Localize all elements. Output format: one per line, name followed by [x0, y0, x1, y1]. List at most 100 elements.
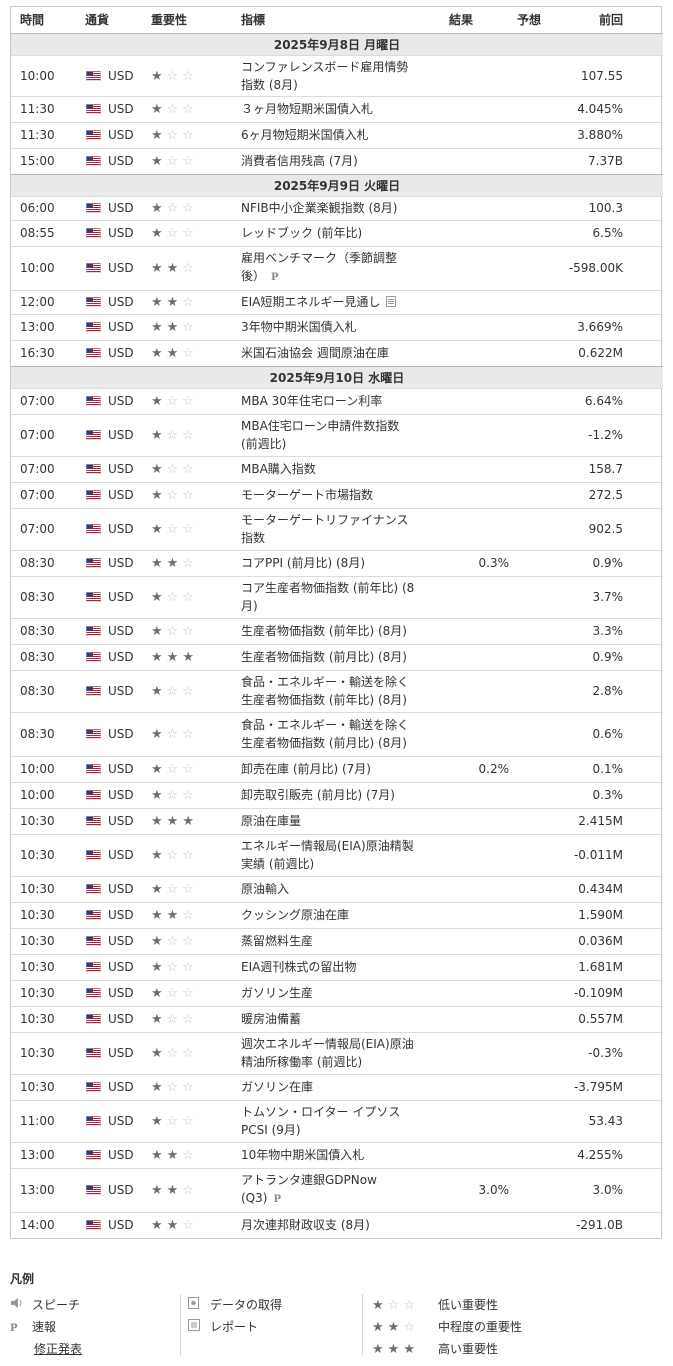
event-indicator[interactable]: 生産者物価指数 (前月比) (8月)	[241, 650, 407, 664]
event-previous: 0.1%	[543, 755, 663, 782]
event-currency: USD	[108, 320, 134, 334]
event-row[interactable]: 07:00 USD ★ ☆ ☆ MBA購入指数 158.7	[11, 455, 663, 482]
event-indicator[interactable]: 米国石油協会 週間原油在庫	[241, 346, 389, 360]
event-row[interactable]: 10:30 USD ★ ☆ ☆ 原油輸入 0.434M	[11, 875, 663, 902]
event-row[interactable]: 14:00 USD ★ ★ ☆ 月次連邦財政収支 (8月) -291.0B	[11, 1211, 663, 1238]
event-row[interactable]: 16:30 USD ★ ★ ☆ 米国石油協会 週間原油在庫 0.622M	[11, 339, 663, 366]
event-row[interactable]: 08:30 USD ★ ★ ★ 生産者物価指数 (前月比) (8月) 0.9%	[11, 643, 663, 670]
event-row[interactable]: 13:00 USD ★ ★ ☆ 3年物中期米国債入札 3.669%	[11, 313, 663, 340]
header-actual[interactable]: 結果	[421, 7, 517, 34]
event-row[interactable]: 10:30 USD ★ ★ ★ 原油在庫量 2.415M	[11, 807, 663, 834]
event-row[interactable]: 11:00 USD ★ ☆ ☆ トムソン・ロイター イプソスPCSI (9月) 53.43	[11, 1099, 663, 1142]
event-indicator[interactable]: 暖房油備蓄	[241, 1012, 302, 1026]
event-currency: USD	[108, 128, 134, 142]
event-indicator[interactable]: モーターゲート市場指数	[241, 488, 374, 502]
event-row[interactable]: 10:30 USD ★ ★ ☆ クッシング原油在庫 1.590M	[11, 901, 663, 928]
event-indicator[interactable]: 消費者信用残高 (7月)	[241, 154, 358, 168]
event-row[interactable]: 10:30 USD ★ ☆ ☆ ガソリン生産 -0.109M	[11, 979, 663, 1006]
event-indicator[interactable]: 週次エネルギー情報局(EIA)原油精油所稼働率 (前週比)	[241, 1037, 414, 1069]
event-row[interactable]: 10:30 USD ★ ☆ ☆ EIA週刊株式の留出物 1.681M	[11, 953, 663, 980]
event-time: 10:30	[11, 1073, 85, 1100]
event-row[interactable]: 10:30 USD ★ ☆ ☆ 暖房油備蓄 0.557M	[11, 1005, 663, 1032]
event-indicator[interactable]: コンファレンスボード雇用情勢指数 (8月)	[241, 59, 409, 92]
star-empty-icon: ☆	[182, 1148, 194, 1163]
header-forecast[interactable]: 予想	[517, 7, 543, 34]
event-indicator[interactable]: 卸売取引販売 (前月比) (7月)	[241, 788, 395, 802]
event-row[interactable]: 10:30 USD ★ ☆ ☆ 週次エネルギー情報局(EIA)原油精油所稼働率 (前週比)…	[11, 1031, 663, 1074]
event-indicator[interactable]: ガソリン在庫	[241, 1080, 314, 1094]
event-indicator[interactable]: エネルギー情報局(EIA)原油精製実績 (前週比)	[241, 839, 414, 871]
event-row[interactable]: 10:30 USD ★ ☆ ☆ ガソリン在庫 -3.795M	[11, 1073, 663, 1100]
event-indicator-cell: トムソン・ロイター イプソスPCSI (9月)	[241, 1099, 421, 1142]
event-row[interactable]: 08:30 USD ★ ★ ☆ コアPPI (前月比) (8月) 0.3% 0.9%	[11, 549, 663, 576]
event-row[interactable]: 08:30 USD ★ ☆ ☆ コア生産者物価指数 (前年比) (8月) 3.7%	[11, 575, 663, 618]
event-row[interactable]: 11:30 USD ★ ☆ ☆ 6ヶ月物短期米国債入札 3.880%	[11, 121, 663, 148]
event-indicator[interactable]: ガソリン生産	[241, 986, 314, 1000]
event-indicator[interactable]: EIA短期エネルギー見通し	[241, 295, 381, 309]
event-row[interactable]: 10:30 USD ★ ☆ ☆ エネルギー情報局(EIA)原油精製実績 (前週比) -0.0…	[11, 833, 663, 876]
event-previous: 2.415M	[543, 807, 663, 834]
star-filled-icon: ★	[151, 68, 163, 84]
event-time: 10:30	[11, 953, 85, 980]
event-indicator[interactable]: MBA住宅ローン申請件数指数 (前週比)	[241, 419, 400, 451]
event-row[interactable]: 10:30 USD ★ ☆ ☆ 蒸留燃料生産 0.036M	[11, 927, 663, 954]
event-row[interactable]: 13:00 USD ★ ★ ☆ 10年物中期米国債入札 4.255%	[11, 1141, 663, 1168]
event-indicator[interactable]: 6ヶ月物短期米国債入札	[241, 128, 369, 142]
event-indicator[interactable]: アトランタ連銀GDPNow (Q3)	[241, 1173, 377, 1205]
event-indicator[interactable]: MBA 30年住宅ローン利率	[241, 394, 383, 408]
event-indicator[interactable]: 原油在庫量	[241, 814, 302, 828]
header-previous[interactable]: 前回	[543, 7, 663, 34]
event-row[interactable]: 07:00 USD ★ ☆ ☆ モーターゲートリファイナンス指数 902.5	[11, 507, 663, 550]
event-indicator-cell: 3年物中期米国債入札	[241, 313, 421, 340]
event-indicator[interactable]: 蒸留燃料生産	[241, 934, 314, 948]
header-indicator[interactable]: 指標	[241, 7, 421, 34]
event-actual	[517, 711, 543, 756]
event-indicator[interactable]: クッシング原油在庫	[241, 908, 350, 922]
event-row[interactable]: 15:00 USD ★ ☆ ☆ 消費者信用残高 (7月) 7.37B	[11, 147, 663, 174]
event-indicator[interactable]: 月次連邦財政収支 (8月)	[241, 1218, 370, 1233]
event-indicator[interactable]: トムソン・ロイター イプソスPCSI (9月)	[241, 1105, 401, 1137]
event-row[interactable]: 10:00 USD ★ ★ ☆ 雇用ベンチマーク（季節調整後） P -598.00K	[11, 245, 663, 290]
event-row[interactable]: 12:00 USD ★ ★ ☆ EIA短期エネルギー見通し	[11, 289, 663, 314]
event-indicator[interactable]: 食品・エネルギー・輸送を除く生産者物価指数 (前月比) (8月)	[241, 718, 410, 750]
event-indicator[interactable]: 3年物中期米国債入札	[241, 320, 357, 334]
star-empty-icon: ☆	[182, 882, 194, 897]
event-row[interactable]: 11:30 USD ★ ☆ ☆ ３ヶ月物短期米国債入札 4.045%	[11, 95, 663, 122]
low-importance-stars-icon: ★ ☆ ☆	[372, 1298, 415, 1313]
event-indicator[interactable]: 原油輸入	[241, 882, 290, 896]
event-indicator[interactable]: モーターゲートリファイナンス指数	[241, 513, 409, 545]
event-indicator[interactable]: 卸売在庫 (前月比) (7月)	[241, 762, 371, 776]
event-row[interactable]: 07:00 USD ★ ☆ ☆ MBA住宅ローン申請件数指数 (前週比) -1.2%	[11, 413, 663, 456]
event-forecast	[421, 339, 517, 366]
event-row[interactable]: 10:00 USD ★ ☆ ☆ 卸売在庫 (前月比) (7月) 0.2% 0.1%	[11, 755, 663, 782]
star-filled-icon: ★	[151, 1148, 163, 1163]
event-indicator[interactable]: 食品・エネルギー・輸送を除く生産者物価指数 (前年比) (8月)	[241, 675, 410, 707]
header-importance[interactable]: 重要性	[151, 7, 241, 34]
event-row[interactable]: 06:00 USD ★ ☆ ☆ NFIB中小企業楽観指数 (8月) 100.3	[11, 195, 663, 220]
event-indicator[interactable]: 10年物中期米国債入札	[241, 1148, 365, 1162]
event-indicator[interactable]: MBA購入指数	[241, 462, 316, 476]
event-row[interactable]: 07:00 USD ★ ☆ ☆ モーターゲート市場指数 272.5	[11, 481, 663, 508]
event-row[interactable]: 08:30 USD ★ ☆ ☆ 食品・エネルギー・輸送を除く生産者物価指数 (前月比) (…	[11, 711, 663, 756]
event-row[interactable]: 08:30 USD ★ ☆ ☆ 生産者物価指数 (前年比) (8月) 3.3%	[11, 617, 663, 644]
event-indicator[interactable]: 雇用ベンチマーク（季節調整後）	[241, 251, 398, 283]
header-time[interactable]: 時間	[11, 7, 85, 34]
event-indicator[interactable]: 生産者物価指数 (前年比) (8月)	[241, 624, 407, 638]
event-indicator[interactable]: NFIB中小企業楽観指数 (8月)	[241, 201, 398, 215]
event-row[interactable]: 13:00 USD ★ ★ ☆ アトランタ連銀GDPNow (Q3) P 3.0% 3.0%	[11, 1167, 663, 1212]
event-indicator[interactable]: コアPPI (前月比) (8月)	[241, 556, 366, 570]
event-indicator-cell: 生産者物価指数 (前年比) (8月)	[241, 617, 421, 644]
preliminary-icon: P	[273, 1194, 281, 1205]
event-row[interactable]: 07:00 USD ★ ☆ ☆ MBA 30年住宅ローン利率 6.64%	[11, 387, 663, 414]
event-indicator[interactable]: ３ヶ月物短期米国債入札	[241, 102, 374, 116]
event-row[interactable]: 10:00 USD ★ ☆ ☆ 卸売取引販売 (前月比) (7月) 0.3%	[11, 781, 663, 808]
event-row[interactable]: 08:30 USD ★ ☆ ☆ 食品・エネルギー・輸送を除く生産者物価指数 (前年比) (…	[11, 669, 663, 712]
event-row[interactable]: 10:00 USD ★ ☆ ☆ コンファレンスボード雇用情勢指数 (8月) 107.55	[11, 54, 663, 96]
event-row[interactable]: 08:55 USD ★ ☆ ☆ レッドブック (前年比) 6.5%	[11, 219, 663, 246]
star-filled-icon: ★	[151, 428, 163, 443]
event-indicator[interactable]: EIA週刊株式の留出物	[241, 960, 357, 974]
event-indicator[interactable]: コア生産者物価指数 (前年比) (8月)	[241, 581, 415, 613]
header-currency[interactable]: 通貨	[85, 7, 151, 34]
star-empty-icon: ☆	[166, 522, 179, 537]
event-indicator[interactable]: レッドブック (前年比)	[241, 226, 363, 240]
